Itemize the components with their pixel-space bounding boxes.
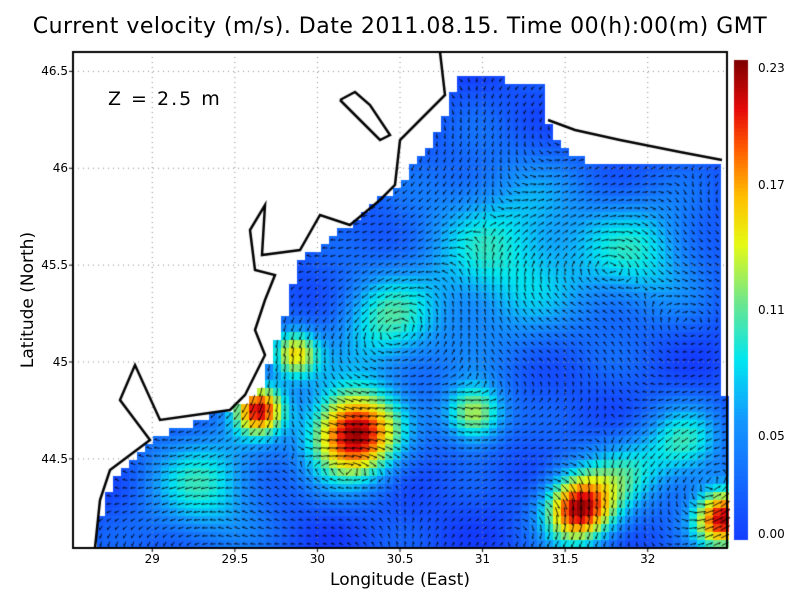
- y-axis-label: Latitude (North): [18, 231, 38, 369]
- x-tick-label: 29.5: [221, 552, 249, 566]
- colorbar-tick-label: 0.11: [758, 303, 785, 318]
- colorbar-tick-label: 0.23: [758, 61, 785, 75]
- x-tick-label: 32: [640, 552, 656, 566]
- y-tick-label: 46.5: [41, 64, 68, 79]
- x-tick-label: 29: [144, 552, 160, 566]
- y-tick-label: 46: [52, 161, 68, 176]
- y-tick-label: 44.5: [41, 451, 68, 466]
- x-tick-label: 31.5: [551, 552, 579, 566]
- x-tick-label: 30: [309, 552, 326, 566]
- chart-title: Current velocity (m/s). Date 2011.08.15.…: [32, 14, 768, 39]
- x-tick-label: 30.5: [386, 552, 414, 566]
- y-tick-label: 45.5: [41, 258, 68, 273]
- colorbar-tick-label: 0.05: [758, 428, 785, 443]
- y-tick-label: 45: [52, 355, 68, 369]
- x-tick-label: 31: [474, 552, 491, 566]
- depth-annotation: Z = 2.5 m: [108, 88, 222, 110]
- colorbar-tick-label: 0.17: [758, 178, 785, 193]
- x-axis-label: Longitude (East): [330, 570, 470, 590]
- colorbar-tick-label: 0.00: [758, 527, 785, 541]
